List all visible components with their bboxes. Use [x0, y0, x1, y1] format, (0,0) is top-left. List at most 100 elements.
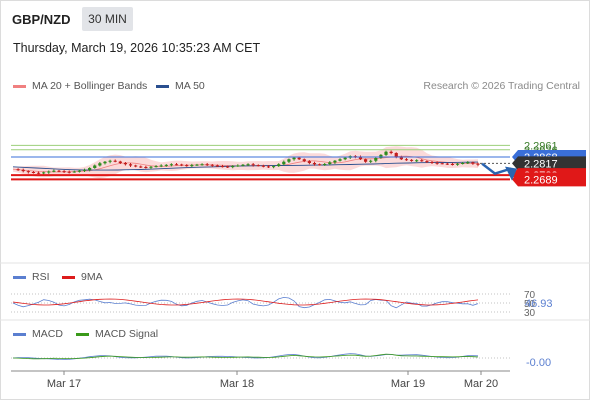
candle-body — [26, 171, 30, 173]
candle-body — [404, 159, 409, 161]
candle-body — [231, 166, 235, 168]
candle-body — [103, 161, 107, 164]
x-tick-label: Mar 18 — [220, 378, 254, 390]
candle-body — [297, 157, 301, 160]
candle-body — [272, 166, 276, 168]
candle-body — [251, 164, 255, 166]
candle-body — [144, 167, 148, 168]
chart-datetime: Thursday, March 19, 2026 10:35:23 AM CET — [13, 41, 261, 55]
candle-body — [338, 159, 342, 161]
rsi-line — [12, 296, 479, 309]
candle-body — [312, 163, 317, 165]
candle-body — [430, 162, 434, 163]
candle-body — [455, 163, 460, 165]
candle-body — [128, 164, 133, 166]
candle-body — [323, 164, 327, 165]
candle-body — [328, 162, 332, 164]
candle-body — [384, 151, 388, 155]
candle-body — [461, 163, 465, 164]
candle-body — [159, 165, 163, 167]
symbol-title: GBP/NZD — [12, 12, 71, 27]
candle-body — [113, 160, 117, 162]
candle-body — [425, 161, 429, 163]
copyright-text: Research © 2026 Trading Central — [423, 80, 580, 92]
legend-label: RSI — [32, 271, 50, 283]
candle-body — [149, 166, 153, 168]
candle-body — [246, 164, 250, 166]
candle-body — [215, 165, 219, 167]
candle-body — [445, 163, 449, 165]
candle-body — [21, 169, 25, 172]
candle-body — [287, 159, 291, 162]
x-tick-label: Mar 17 — [47, 378, 81, 390]
candle-body — [31, 172, 36, 173]
candle-body — [16, 169, 20, 171]
candle-body — [363, 159, 368, 162]
level-label: 2.2961 — [524, 140, 558, 152]
rsi-scale-label: 50 — [524, 299, 536, 310]
legend-macd-signal: MACD Signal — [76, 328, 158, 340]
candle-body — [435, 162, 439, 164]
candle-body — [134, 165, 138, 167]
rsi-9ma-line — [12, 298, 479, 306]
candle-body — [154, 166, 158, 168]
candle-body — [185, 165, 189, 167]
legend-rsi: RSI — [13, 271, 50, 283]
candle-body — [169, 164, 174, 166]
candle-body — [123, 163, 128, 165]
candle-body — [200, 164, 204, 166]
candle-body — [282, 161, 286, 165]
legend-rsi-9ma: 9MA — [62, 271, 103, 283]
candle-body — [317, 164, 322, 166]
legend-swatch — [76, 332, 89, 336]
candle-body — [256, 165, 260, 167]
candle-body — [118, 161, 122, 163]
legend-macd: MACD — [13, 328, 63, 340]
candles — [16, 150, 480, 175]
candle-body — [302, 159, 306, 162]
price-tag-support — [512, 172, 586, 187]
level-label: 2.2817 — [524, 158, 558, 170]
candle-body — [226, 166, 230, 168]
candle-body — [277, 164, 281, 167]
legend-swatch — [13, 275, 26, 279]
candle-body — [292, 157, 296, 160]
price-tag-last — [512, 156, 586, 171]
rsi-scale-label: 30 — [524, 308, 536, 319]
candle-body — [266, 166, 271, 168]
candle-body — [164, 164, 168, 166]
candle-body — [420, 160, 424, 162]
candle-body — [358, 156, 363, 160]
candle-body — [261, 165, 265, 167]
candle-body — [343, 157, 347, 160]
candle-body — [57, 170, 61, 172]
candle-body — [108, 160, 112, 162]
candle-body — [42, 172, 46, 174]
legend-swatch — [156, 84, 169, 88]
legend-label: 9MA — [81, 271, 103, 283]
candle-body — [379, 154, 383, 158]
legend-swatch — [62, 275, 75, 279]
candle-body — [174, 164, 179, 166]
candle-body — [72, 171, 76, 173]
timeframe-badge[interactable]: 30 MIN — [82, 7, 133, 31]
candle-body — [195, 164, 199, 166]
candle-body — [205, 164, 209, 166]
candle-body — [374, 158, 378, 161]
candle-body — [220, 166, 225, 168]
candle-body — [466, 162, 470, 164]
candle-body — [440, 163, 444, 165]
candle-body — [67, 171, 71, 173]
candle-body — [236, 165, 240, 167]
candle-body — [210, 164, 214, 166]
candle-body — [399, 156, 403, 160]
legend-label: MA 50 — [175, 80, 205, 92]
candle-body — [98, 163, 102, 166]
candle-body — [82, 169, 87, 171]
candle-body — [139, 166, 143, 168]
candle-body — [36, 172, 41, 174]
rsi-value: 46.93 — [525, 298, 553, 310]
macd-value: -0.00 — [526, 357, 551, 369]
candle-body — [476, 163, 480, 165]
candle-body — [394, 153, 398, 157]
